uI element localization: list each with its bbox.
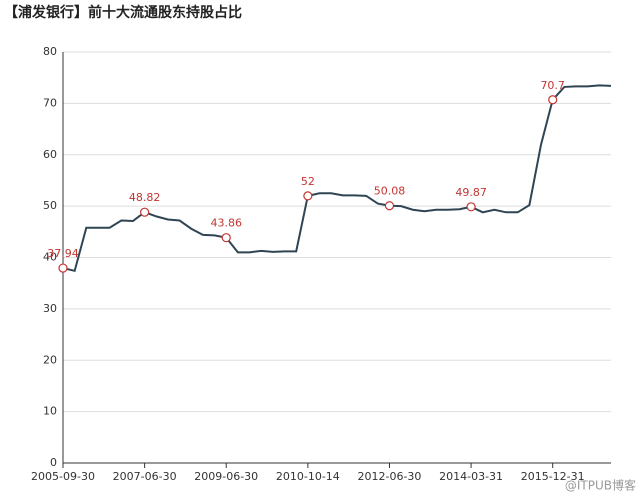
x-tick-label: 2014-03-31	[439, 470, 503, 483]
x-tick-label: 2015-12-31	[521, 470, 585, 483]
y-tick-label: 0	[50, 456, 57, 469]
y-tick-label: 10	[43, 405, 57, 418]
y-tick-label: 30	[43, 302, 57, 315]
x-tick-label: 2009-06-30	[194, 470, 258, 483]
data-label: 37.94	[47, 247, 79, 260]
data-label: 52	[301, 175, 315, 188]
point-marker	[303, 191, 313, 201]
point-marker	[58, 263, 68, 273]
y-tick-label: 40	[43, 251, 57, 264]
chart-title: 【浦发银行】前十大流通股东持股占比	[4, 4, 242, 21]
point-marker	[466, 202, 476, 212]
y-tick-label: 60	[43, 148, 57, 161]
x-tick-label: 2010-10-14	[276, 470, 340, 483]
data-label: 43.86	[210, 217, 242, 230]
point-marker	[140, 207, 150, 217]
y-tick-label: 20	[43, 353, 57, 366]
data-label: 49.87	[455, 186, 487, 199]
line	[62, 84, 612, 273]
point-marker	[548, 95, 558, 105]
y-tick-label: 80	[43, 45, 57, 58]
y-tick-label: 50	[43, 199, 57, 212]
watermark: @ITPUB博客	[565, 478, 636, 493]
y-tick-label: 70	[43, 96, 57, 109]
x-tick-label: 2005-09-30	[31, 470, 95, 483]
point-marker	[221, 233, 231, 243]
x-tick-label: 2007-06-30	[113, 470, 177, 483]
point-marker	[384, 201, 395, 211]
data-label: 50.08	[374, 185, 406, 198]
x-tick-label: 2012-06-30	[357, 470, 421, 483]
data-label: 48.82	[129, 191, 161, 204]
data-label: 70.7	[540, 79, 565, 92]
